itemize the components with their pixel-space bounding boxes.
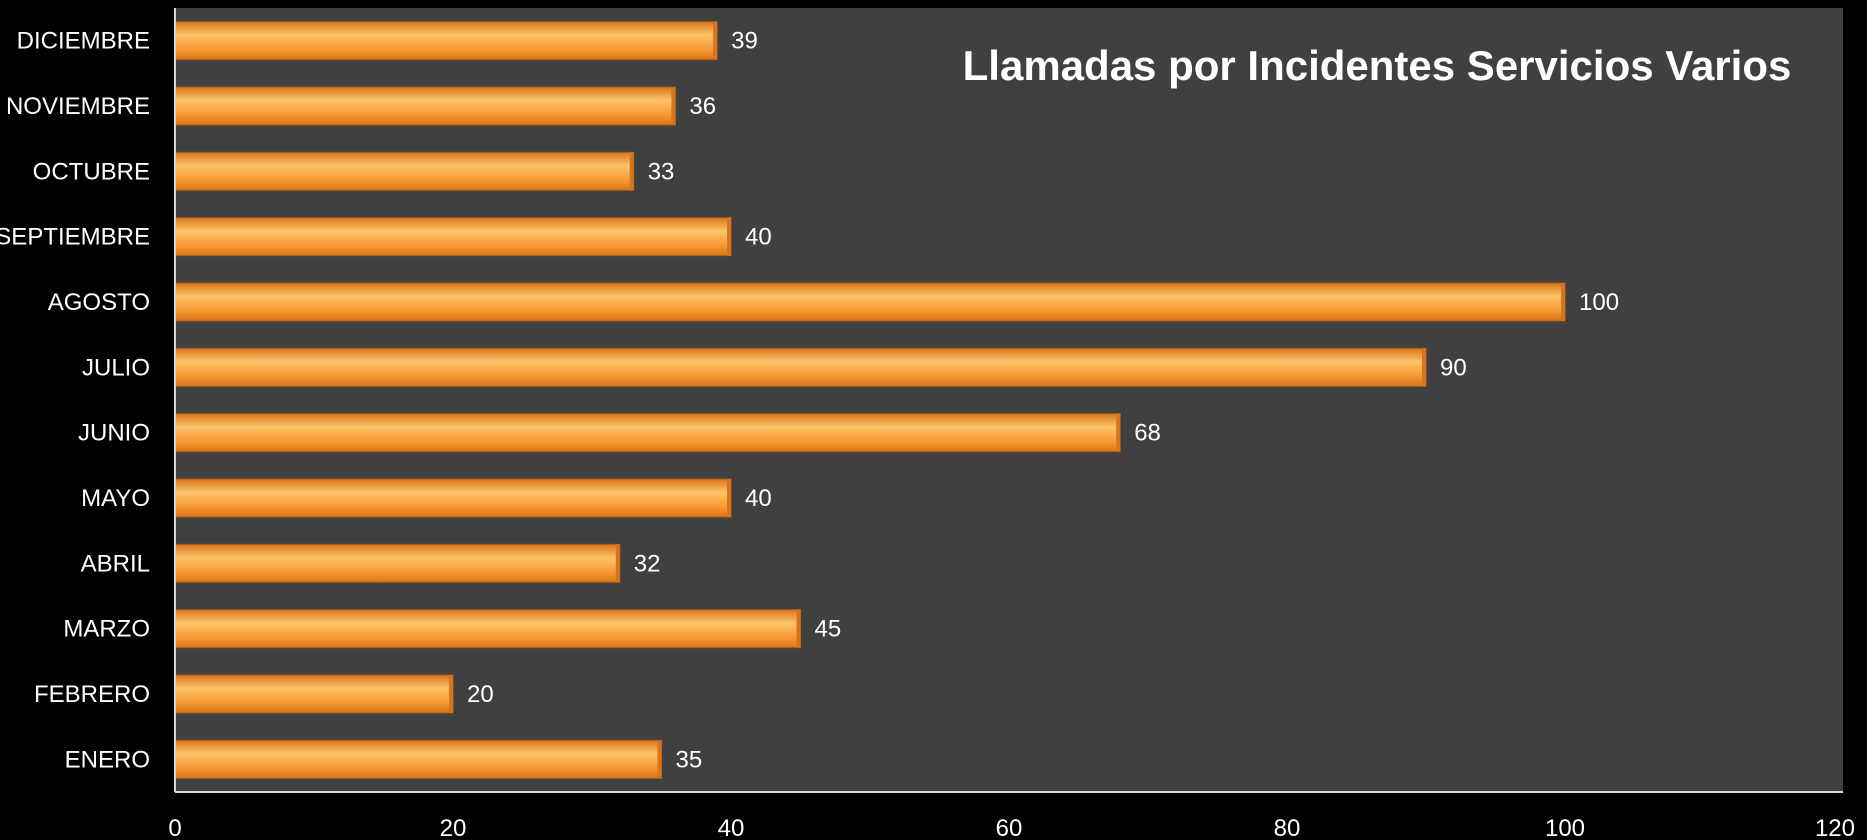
x-tick-label-40: 40 — [718, 815, 745, 840]
category-label-diciembre: DICIEMBRE — [17, 28, 150, 55]
x-tick-label-0: 0 — [168, 815, 181, 840]
data-label-febrero: 20 — [467, 681, 494, 708]
category-label-marzo: MARZO — [63, 616, 150, 643]
bar-julio — [174, 347, 1427, 387]
bar-end-cap-agosto — [1561, 283, 1565, 321]
bar-febrero — [174, 674, 454, 714]
category-label-julio: JULIO — [82, 354, 150, 381]
data-label-diciembre: 39 — [731, 28, 758, 55]
bar-end-cap-noviembre — [671, 87, 676, 125]
chart-title: Llamadas por Incidentes Servicios Varios — [963, 42, 1792, 89]
category-label-agosto: AGOSTO — [48, 289, 150, 316]
bar-octubre — [174, 151, 635, 191]
category-label-noviembre: NOVIEMBRE — [6, 93, 150, 120]
data-label-agosto: 100 — [1579, 289, 1619, 316]
bar-end-cap-febrero — [449, 675, 453, 713]
bar-abril — [174, 543, 621, 583]
data-label-abril: 32 — [634, 550, 661, 577]
bar-end-cap-septiembre — [727, 217, 731, 256]
category-label-mayo: MAYO — [81, 485, 150, 512]
bar-septiembre — [174, 217, 732, 257]
bar-junio — [174, 413, 1121, 453]
bar-mayo — [174, 478, 732, 518]
category-label-junio: JUNIO — [78, 420, 150, 447]
bar-enero — [174, 739, 662, 779]
x-tick-label-60: 60 — [996, 815, 1023, 840]
category-label-septiembre: SEPTIEMBRE — [0, 224, 150, 251]
bar-diciembre — [174, 21, 718, 61]
bar-agosto — [174, 282, 1566, 322]
bar-end-cap-mayo — [727, 479, 731, 517]
plot-area — [175, 8, 1843, 792]
bar-end-cap-abril — [615, 544, 620, 583]
bar-end-cap-junio — [1116, 413, 1121, 452]
x-tick-label-100: 100 — [1545, 815, 1585, 840]
category-label-enero: ENERO — [65, 746, 150, 773]
category-label-octubre: OCTUBRE — [33, 158, 150, 185]
x-tick-label-20: 20 — [440, 815, 467, 840]
bar-marzo — [174, 609, 801, 649]
x-tick-label-80: 80 — [1274, 815, 1301, 840]
category-label-abril: ABRIL — [81, 550, 150, 577]
category-label-febrero: FEBRERO — [34, 681, 150, 708]
bar-end-cap-octubre — [629, 152, 634, 191]
data-label-octubre: 33 — [648, 158, 675, 185]
bar-end-cap-julio — [1422, 348, 1426, 387]
bar-noviembre — [174, 86, 676, 126]
bar-end-cap-enero — [657, 740, 662, 779]
data-label-enero: 35 — [676, 746, 703, 773]
bar-end-cap-marzo — [796, 609, 801, 648]
data-label-septiembre: 40 — [745, 224, 772, 251]
x-tick-label-120: 120 — [1815, 815, 1855, 840]
data-label-mayo: 40 — [745, 485, 772, 512]
bar-end-cap-diciembre — [713, 21, 718, 60]
data-label-julio: 90 — [1440, 354, 1467, 381]
data-label-junio: 68 — [1134, 420, 1161, 447]
data-label-noviembre: 36 — [689, 93, 716, 120]
data-label-marzo: 45 — [815, 616, 842, 643]
